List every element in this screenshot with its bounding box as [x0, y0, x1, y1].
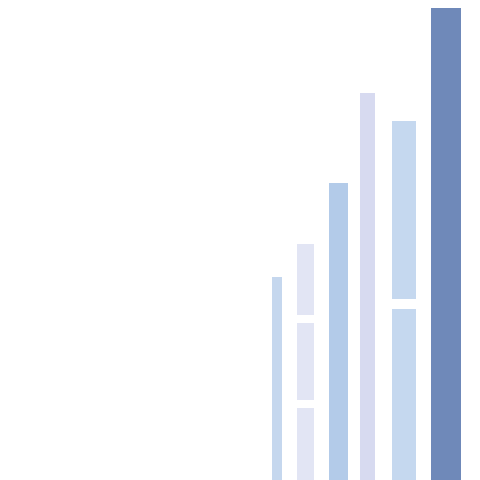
bar-4: [360, 93, 375, 480]
bar-1-segment-1: [272, 277, 282, 480]
bar-6: [431, 8, 461, 480]
bar-1: [272, 277, 282, 480]
bar-6-segment-1: [431, 8, 461, 480]
bar-5-segment-2: [392, 121, 416, 299]
bar-5: [392, 121, 416, 480]
bar-5-segment-1: [392, 309, 416, 480]
bar-3: [329, 183, 348, 480]
bar-4-segment-1: [360, 93, 375, 480]
bar-2-segment-1: [297, 408, 314, 480]
bar-2: [297, 244, 314, 480]
bar-2-segment-2: [297, 323, 314, 400]
bar-2-segment-3: [297, 244, 314, 315]
bar-3-segment-1: [329, 183, 348, 480]
